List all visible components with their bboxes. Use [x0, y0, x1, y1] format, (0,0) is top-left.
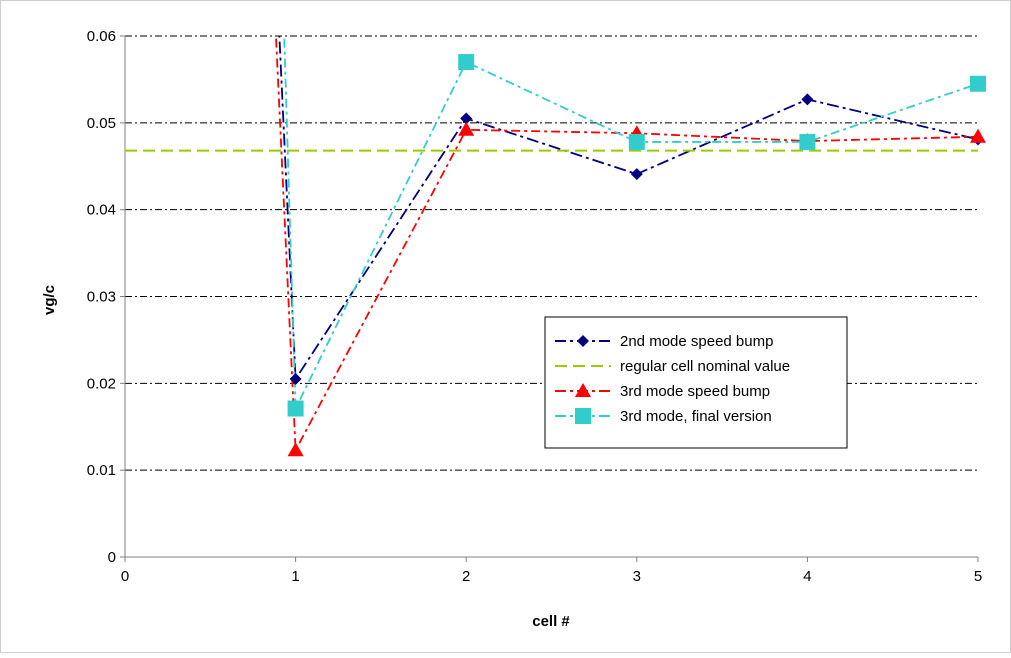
x-tick-label: 2 — [462, 568, 470, 585]
y-tick-label: 0.01 — [87, 462, 116, 479]
data-point-marker — [970, 128, 986, 143]
legend-label: 2nd mode speed bump — [620, 333, 773, 350]
data-point-marker — [970, 75, 986, 92]
x-tick-label: 0 — [121, 568, 129, 585]
legend-label: regular cell nominal value — [620, 358, 790, 375]
data-point-marker — [799, 133, 816, 150]
x-tick-label: 5 — [974, 568, 982, 585]
data-point-marker — [801, 93, 814, 106]
y-axis-title: vg/c — [41, 285, 58, 315]
legend-marker — [577, 335, 589, 347]
data-point-marker — [628, 133, 645, 150]
data-point-marker — [458, 121, 475, 136]
data-point-marker — [289, 372, 302, 385]
axes: 0 0.01 0.02 0.03 0.04 0.05 0.06 0 1 2 3 4 5 — [87, 28, 982, 585]
data-point-marker — [287, 442, 304, 457]
y-tick-label: 0 — [108, 549, 116, 566]
y-tick-label: 0.02 — [87, 375, 116, 392]
data-point-marker — [458, 54, 475, 71]
data-point-marker — [630, 168, 643, 181]
y-tick-label: 0.06 — [87, 28, 116, 45]
x-tick-label: 4 — [803, 568, 811, 585]
y-tick-label: 0.03 — [87, 289, 116, 306]
series-line — [283, 36, 978, 409]
legend-marker — [575, 383, 591, 397]
legend-label: 3rd mode, final version — [620, 408, 772, 425]
y-tick-label: 0.04 — [87, 202, 116, 219]
x-axis-title: cell # — [532, 613, 570, 630]
data-point-marker — [287, 400, 304, 417]
y-tick-label: 0.05 — [87, 115, 116, 132]
legend: 2nd mode speed bump regular cell nominal … — [544, 316, 848, 449]
legend-box — [544, 316, 848, 449]
legend-label: 3rd mode speed bump — [620, 383, 770, 400]
x-tick-label: 1 — [291, 568, 299, 585]
data-point-marker — [460, 112, 473, 125]
x-tick-label: 3 — [633, 568, 641, 585]
legend-marker — [575, 408, 591, 424]
markers-group — [287, 54, 986, 457]
